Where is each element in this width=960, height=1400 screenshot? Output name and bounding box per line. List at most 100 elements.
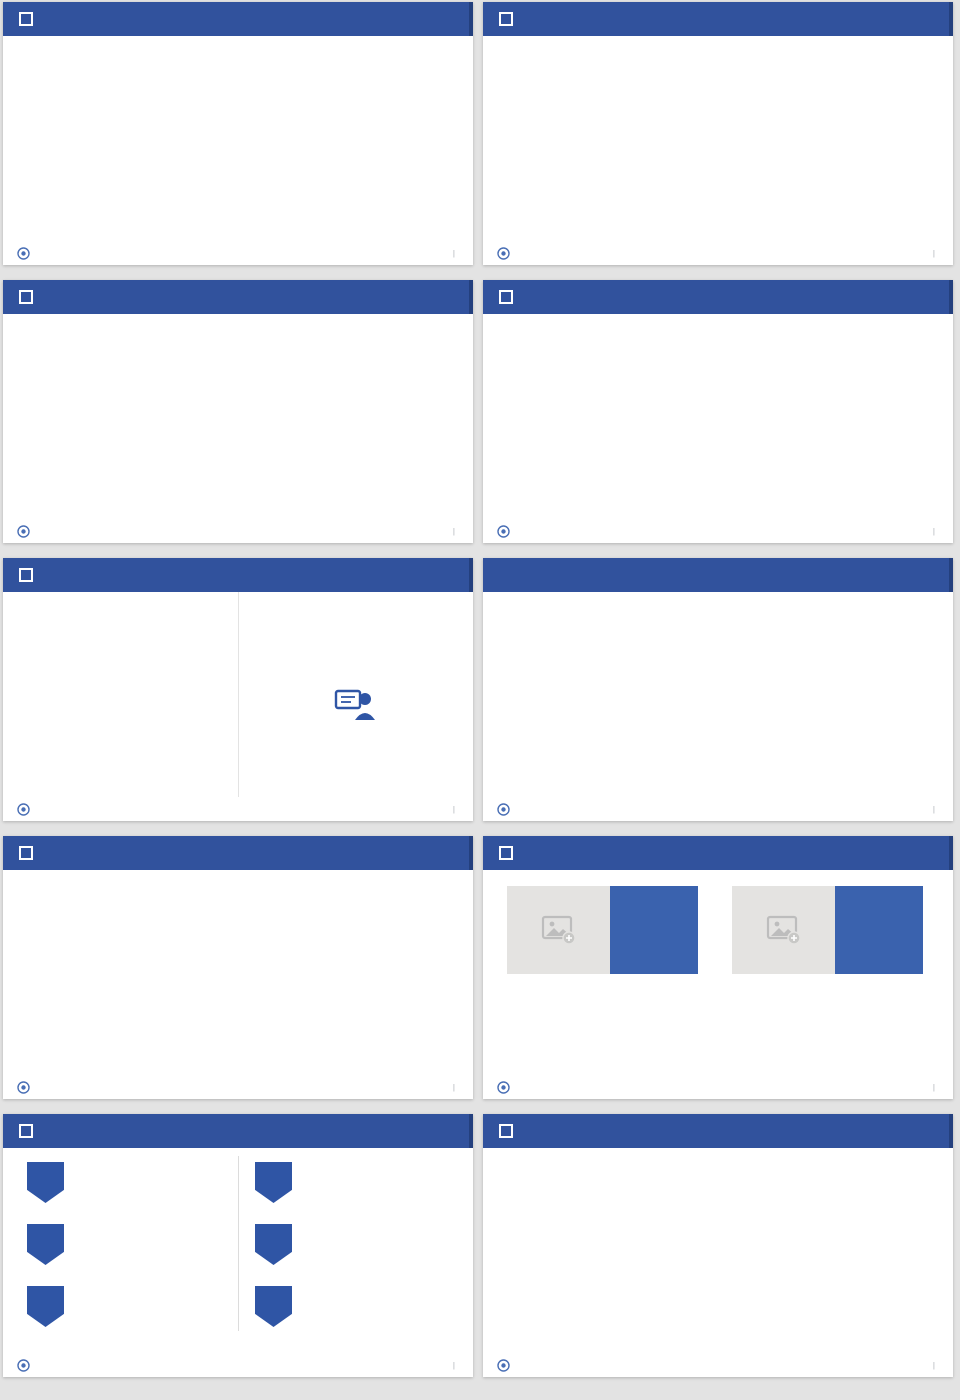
risk-item: [769, 1290, 929, 1294]
toc-item: [27, 1224, 215, 1286]
slide-footer: |: [483, 519, 953, 543]
slide-footer: |: [3, 519, 473, 543]
university-logo-icon: [497, 246, 510, 260]
university-logo-icon: [17, 1080, 30, 1094]
image-placeholder: [507, 886, 610, 974]
legend-marker-icon: [99, 600, 104, 605]
text-panel: [745, 592, 945, 797]
risk-item: [805, 1222, 951, 1226]
series4-marker-icon: [756, 324, 769, 327]
university-logo-icon: [17, 524, 30, 538]
toc-item: [255, 1162, 443, 1224]
square-bullet-icon: [499, 846, 513, 860]
slide-header: [3, 558, 473, 592]
legend-marker-icon: [150, 600, 155, 605]
slide-header: [3, 2, 473, 36]
slide-thumbnail-quarter-donut[interactable]: |: [483, 558, 953, 821]
slide-footer: |: [3, 1075, 473, 1099]
area-chart: [498, 46, 938, 204]
compare-card: [732, 886, 929, 988]
toc-item: [255, 1224, 443, 1286]
toc-item: [255, 1286, 443, 1348]
slide-thumbnail-risk[interactable]: |: [483, 1114, 953, 1377]
slide-footer: |: [3, 1353, 473, 1377]
legend-marker-icon: [385, 600, 390, 605]
slide-header: [483, 558, 953, 592]
slide-header: [3, 836, 473, 870]
slide-thumbnail-area-chart[interactable]: |: [483, 2, 953, 265]
progress-ring: [841, 892, 917, 968]
square-bullet-icon: [19, 290, 33, 304]
donut-chart: [281, 607, 431, 757]
slide-footer: |: [3, 241, 473, 265]
university-logo-icon: [497, 802, 510, 816]
slide-footer: |: [483, 1353, 953, 1377]
slide-thumbnail-data-tables[interactable]: |: [3, 836, 473, 1099]
chart-legend: [3, 600, 238, 605]
square-bullet-icon: [19, 568, 33, 582]
legend-marker-icon: [116, 600, 121, 605]
series2-marker-icon: [255, 324, 261, 330]
slide-header: [483, 280, 953, 314]
multi-line-chart: [498, 327, 938, 477]
square-bullet-icon: [499, 290, 513, 304]
series3-marker-icon: [725, 324, 738, 327]
compare-card: [507, 886, 704, 988]
university-logo-icon: [17, 802, 30, 816]
bar-chart: [23, 46, 453, 210]
presenter-icon: [334, 688, 378, 727]
slide-thumbnail-bar-ranking[interactable]: |: [3, 2, 473, 265]
slide-footer: |: [483, 241, 953, 265]
number-badge: [255, 1286, 292, 1327]
slide-thumbnail-line-tool[interactable]: |: [3, 280, 473, 543]
slide-thumbnail-multi-line[interactable]: |: [483, 280, 953, 543]
risk-item: [529, 1290, 679, 1294]
square-bullet-icon: [19, 1124, 33, 1138]
risk-item: [511, 1154, 661, 1158]
line-chart: [18, 332, 458, 494]
series1-marker-icon: [211, 324, 217, 330]
legend-marker-icon: [334, 600, 339, 605]
square-bullet-icon: [19, 12, 33, 26]
chart-legend: [741, 662, 751, 702]
legend-marker-icon: [741, 662, 747, 668]
slide-thumbnail-pie-compare[interactable]: |: [3, 558, 473, 821]
add-image-icon: [766, 915, 801, 945]
slide-header: [483, 2, 953, 36]
pinwheel-diagram: [633, 1154, 803, 1324]
university-logo-icon: [17, 246, 30, 260]
legend-marker-icon: [741, 696, 747, 702]
toc-item: [27, 1286, 215, 1348]
university-logo-icon: [497, 1080, 510, 1094]
progress-ring-box: [835, 886, 923, 974]
slide-header: [3, 280, 473, 314]
number-badge: [27, 1286, 64, 1327]
risk-item: [485, 1222, 625, 1226]
chart-legend: [239, 600, 474, 605]
number-badge: [27, 1224, 64, 1265]
legend-marker-icon: [368, 600, 373, 605]
slide-thumbnail-toc[interactable]: |: [3, 1114, 473, 1377]
legend-marker-icon: [351, 600, 356, 605]
number-badge: [255, 1224, 292, 1265]
university-logo-icon: [497, 524, 510, 538]
slide-header: [483, 1114, 953, 1148]
university-logo-icon: [497, 1358, 510, 1372]
toc-item: [27, 1162, 215, 1224]
donut-chart-panel: [237, 592, 474, 797]
pie-chart-panel: [3, 592, 238, 797]
square-bullet-icon: [499, 1124, 513, 1138]
donut-chart: [511, 604, 679, 772]
legend-marker-icon: [317, 600, 322, 605]
slide-footer: |: [483, 797, 953, 821]
risk-item: [775, 1154, 935, 1158]
slide-thumbnail-percent-compare[interactable]: |: [483, 836, 953, 1099]
progress-ring-box: [610, 886, 698, 974]
square-bullet-icon: [19, 846, 33, 860]
series2-marker-icon: [694, 324, 707, 327]
legend-marker-icon: [741, 679, 747, 685]
legend-marker-icon: [82, 600, 87, 605]
donut90-panel: [497, 592, 745, 797]
pie-chart: [45, 607, 195, 757]
